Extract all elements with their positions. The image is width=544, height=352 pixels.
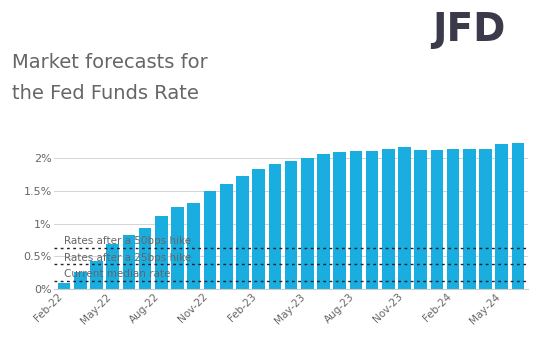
Text: Current median rate: Current median rate (64, 269, 170, 279)
Text: JFD: JFD (432, 11, 506, 49)
Bar (415, 150, 427, 289)
Bar (317, 154, 330, 289)
Bar (171, 207, 184, 289)
Bar (107, 244, 119, 289)
Bar (74, 272, 86, 289)
Bar (122, 235, 135, 289)
Bar (463, 149, 475, 289)
Text: Market forecasts for: Market forecasts for (12, 53, 208, 72)
Bar (188, 203, 200, 289)
Bar (366, 151, 379, 289)
Bar (496, 144, 508, 289)
Bar (512, 143, 524, 289)
Bar (479, 149, 492, 289)
Bar (301, 158, 313, 289)
Bar (220, 184, 232, 289)
Bar (333, 152, 346, 289)
Bar (269, 164, 281, 289)
Bar (398, 147, 411, 289)
Bar (139, 228, 151, 289)
Bar (203, 191, 217, 289)
Text: the Fed Funds Rate: the Fed Funds Rate (12, 84, 199, 103)
Bar (431, 150, 443, 289)
Bar (382, 149, 394, 289)
Bar (236, 176, 249, 289)
Text: Rates after a 25bps hike: Rates after a 25bps hike (64, 253, 191, 263)
Bar (252, 169, 265, 289)
Bar (350, 151, 362, 289)
Bar (285, 161, 298, 289)
Bar (155, 216, 168, 289)
Bar (447, 149, 460, 289)
Text: Rates after a 50bps hike: Rates after a 50bps hike (64, 236, 191, 246)
Bar (58, 283, 70, 289)
Bar (90, 261, 103, 289)
